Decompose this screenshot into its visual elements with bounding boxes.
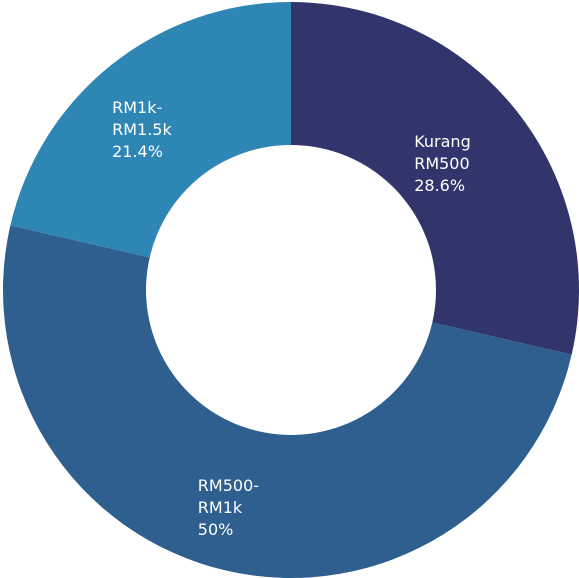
slice [3, 225, 572, 578]
slice [10, 2, 291, 258]
value-label: 21.4% [112, 141, 163, 161]
category-label: RM500-RM1k [197, 475, 260, 517]
slice-label: Kurang RM500 28.6% [414, 131, 524, 197]
value-label: 50% [197, 519, 234, 539]
slice-label: RM1k-RM1.5k 21.4% [112, 97, 222, 163]
category-label: Kurang RM500 [414, 132, 471, 174]
slice [291, 2, 579, 355]
value-label: 28.6% [414, 176, 466, 196]
category-label: RM1k-RM1.5k [112, 97, 172, 139]
slice-label: RM500-RM1k 50% [198, 475, 308, 541]
